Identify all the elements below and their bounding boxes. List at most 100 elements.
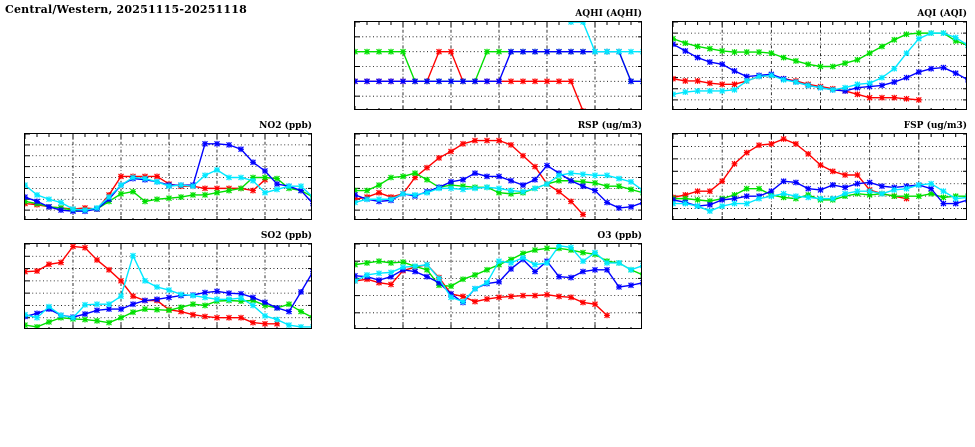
chart-panel-rsp: RSP (ug/m3) 20253035404550556004812162024 [354,121,642,220]
data-point-marker [190,183,196,190]
data-point-marker [142,297,148,304]
data-point-marker [731,195,738,202]
data-point-marker [768,50,775,57]
page-title: Central/Western, 20251115-20251118 [5,3,247,16]
data-point-marker [604,199,610,206]
data-point-marker [298,187,304,194]
data-point-marker [190,311,196,318]
data-point-marker [580,258,586,265]
data-point-marker [250,159,256,166]
data-point-marker [484,173,490,180]
data-point-marker [388,269,394,276]
data-point-marker [866,188,873,195]
data-point-marker [226,174,232,181]
data-point-marker [640,48,641,55]
data-point-marker [286,308,292,315]
data-point-marker [355,199,358,206]
data-point-marker [829,86,836,93]
series-so2-3 [25,252,311,328]
data-point-marker [604,183,610,190]
data-point-marker [544,245,550,252]
data-point-marker [364,187,370,194]
data-point-marker [274,186,280,193]
data-point-marker [940,188,947,195]
data-point-marker [496,137,502,144]
data-point-marker [250,319,256,326]
data-point-marker [628,282,634,289]
data-point-marker [286,183,292,190]
data-point-marker [472,298,478,305]
data-point-marker [94,205,100,211]
data-point-marker [25,322,28,328]
data-point-marker [866,191,873,198]
data-point-marker [568,177,574,184]
data-point-marker [903,74,910,81]
data-point-marker [854,56,861,63]
data-point-marker [544,162,550,169]
data-point-marker [694,54,701,61]
data-point-marker [743,73,750,80]
data-point-marker [731,49,738,55]
data-point-marker [891,187,898,193]
data-point-marker [250,294,256,301]
data-point-marker [310,324,311,328]
data-point-marker [202,191,208,198]
data-point-marker [274,320,280,327]
data-point-marker [532,48,538,55]
data-point-marker [82,316,88,323]
data-point-marker [628,186,634,193]
data-point-marker [928,180,935,187]
data-point-marker [604,172,610,179]
data-point-marker [472,285,478,292]
data-point-marker [448,283,454,290]
data-point-marker [496,173,502,180]
data-point-marker [298,324,304,328]
data-point-marker [178,308,184,315]
data-point-marker [496,261,502,268]
data-point-marker [780,178,787,185]
data-point-marker [544,181,550,187]
data-point-marker [388,273,394,280]
data-point-marker [508,259,514,266]
data-point-marker [70,314,76,321]
data-point-marker [694,196,701,203]
data-point-marker [592,301,598,308]
data-point-marker [780,136,787,142]
data-point-marker [250,177,256,184]
data-point-marker [628,178,634,185]
data-point-marker [274,181,280,187]
data-point-marker [142,306,148,313]
data-point-marker [508,256,514,263]
data-point-marker [628,266,634,273]
data-point-marker [817,162,824,168]
data-point-marker [142,175,148,182]
data-point-marker [460,186,466,193]
data-point-marker [780,76,787,83]
data-point-marker [854,180,861,187]
data-point-marker [25,182,28,189]
data-point-marker [226,187,232,194]
data-point-marker [616,48,622,55]
data-point-marker [640,78,641,85]
data-point-marker [743,149,750,156]
data-point-marker [448,178,454,185]
data-point-marker [903,50,910,57]
plot-canvas-aqhi [355,22,641,109]
series-rsp-3 [355,170,641,206]
data-point-marker [448,294,454,301]
data-point-marker [226,314,232,321]
data-point-marker [706,188,713,195]
data-point-marker [731,81,738,88]
data-point-marker [298,288,304,295]
data-point-marker [388,48,394,55]
data-point-marker [580,171,586,178]
data-point-marker [842,88,849,94]
data-point-marker [580,268,586,275]
data-point-marker [460,298,466,305]
data-point-marker [768,141,775,147]
data-point-marker [756,142,762,149]
data-point-marker [34,310,40,317]
data-point-marker [448,182,454,189]
chart-title-aqi: AQI (AQI) [917,9,967,19]
